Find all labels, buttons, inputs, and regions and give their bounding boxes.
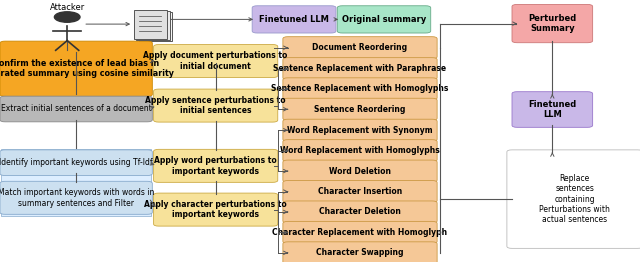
FancyBboxPatch shape: [283, 242, 437, 262]
FancyBboxPatch shape: [283, 119, 437, 141]
Text: Apply word perturbations to
important keywords: Apply word perturbations to important ke…: [154, 156, 277, 176]
Text: Word Deletion: Word Deletion: [329, 167, 391, 176]
Text: Apply sentence perturbations to
initial sentences: Apply sentence perturbations to initial …: [145, 96, 286, 115]
FancyBboxPatch shape: [283, 58, 437, 80]
FancyBboxPatch shape: [283, 201, 437, 223]
FancyBboxPatch shape: [154, 149, 278, 182]
Text: Word Replacement with Homoglyphs: Word Replacement with Homoglyphs: [280, 146, 440, 155]
Text: Sentence Replacement with Homoglyphs: Sentence Replacement with Homoglyphs: [271, 84, 449, 93]
FancyBboxPatch shape: [0, 181, 152, 214]
FancyBboxPatch shape: [154, 45, 278, 78]
Text: Document Reordering: Document Reordering: [312, 43, 408, 52]
Text: Confirm the existence of lead bias in
generated summary using cosine similarity: Confirm the existence of lead bias in ge…: [0, 59, 174, 79]
Text: Finetuned
LLM: Finetuned LLM: [528, 100, 577, 119]
FancyBboxPatch shape: [0, 41, 152, 96]
FancyBboxPatch shape: [136, 11, 170, 40]
Text: Perturbed
Summary: Perturbed Summary: [528, 14, 577, 33]
FancyBboxPatch shape: [1, 149, 151, 216]
FancyBboxPatch shape: [0, 96, 152, 122]
Text: Finetuned LLM: Finetuned LLM: [259, 15, 329, 24]
FancyBboxPatch shape: [283, 160, 437, 182]
Text: Sentence Replacement with Paraphrase: Sentence Replacement with Paraphrase: [273, 64, 447, 73]
FancyBboxPatch shape: [283, 98, 437, 120]
Circle shape: [54, 12, 80, 22]
Text: Character Replacement with Homoglyph: Character Replacement with Homoglyph: [273, 228, 447, 237]
Text: Match important keywords with words in
summary sentences and Filter: Match important keywords with words in s…: [0, 188, 154, 208]
Text: Sentence Reordering: Sentence Reordering: [314, 105, 406, 114]
Text: Character Insertion: Character Insertion: [318, 187, 402, 196]
FancyBboxPatch shape: [337, 6, 431, 33]
FancyBboxPatch shape: [283, 181, 437, 203]
Text: Apply character perturbations to
important keywords: Apply character perturbations to importa…: [144, 200, 287, 219]
FancyBboxPatch shape: [154, 89, 278, 122]
Text: Identify important keywords using Tf-Idf: Identify important keywords using Tf-Idf: [0, 158, 153, 167]
FancyBboxPatch shape: [512, 4, 593, 43]
FancyBboxPatch shape: [512, 92, 593, 127]
Text: Replace
sentences
containing
Perturbations with
actual sentences: Replace sentences containing Perturbatio…: [540, 174, 610, 225]
FancyBboxPatch shape: [283, 37, 437, 59]
FancyBboxPatch shape: [283, 140, 437, 162]
FancyBboxPatch shape: [134, 10, 167, 39]
FancyBboxPatch shape: [507, 150, 640, 248]
FancyBboxPatch shape: [283, 221, 437, 243]
FancyBboxPatch shape: [283, 78, 437, 100]
Text: Apply document perturbations to
initial document: Apply document perturbations to initial …: [143, 51, 288, 71]
Text: Attacker: Attacker: [49, 3, 85, 12]
Text: Character Swapping: Character Swapping: [316, 248, 404, 257]
FancyBboxPatch shape: [252, 6, 336, 33]
FancyBboxPatch shape: [154, 193, 278, 226]
Text: Extract initial sentences of a document: Extract initial sentences of a document: [1, 105, 152, 113]
FancyBboxPatch shape: [0, 150, 152, 176]
Text: Original summary: Original summary: [342, 15, 426, 24]
FancyBboxPatch shape: [139, 12, 172, 41]
Text: Character Deletion: Character Deletion: [319, 208, 401, 216]
Text: Word Replacement with Synonym: Word Replacement with Synonym: [287, 126, 433, 135]
